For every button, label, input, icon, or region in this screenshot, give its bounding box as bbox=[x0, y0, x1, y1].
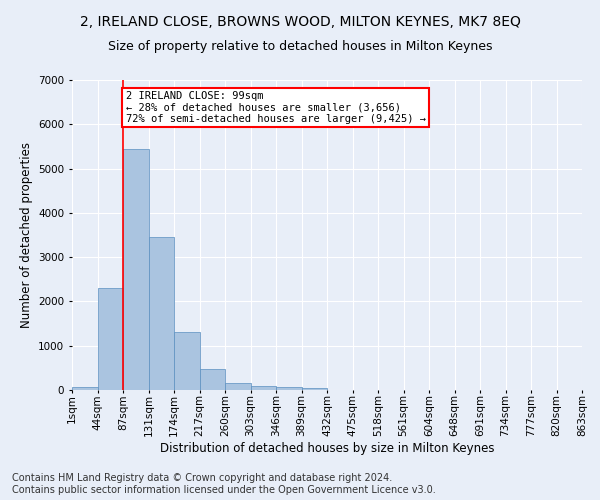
Bar bbox=[97, 288, 123, 390]
Bar bbox=[302, 388, 327, 390]
Text: Size of property relative to detached houses in Milton Keynes: Size of property relative to detached ho… bbox=[108, 40, 492, 53]
Bar bbox=[199, 369, 225, 390]
Bar bbox=[149, 237, 174, 390]
Text: Contains HM Land Registry data © Crown copyright and database right 2024.
Contai: Contains HM Land Registry data © Crown c… bbox=[12, 474, 436, 495]
Y-axis label: Number of detached properties: Number of detached properties bbox=[20, 142, 32, 328]
Bar bbox=[276, 387, 302, 390]
Bar bbox=[225, 383, 251, 390]
Bar bbox=[72, 386, 97, 390]
Text: 2 IRELAND CLOSE: 99sqm
← 28% of detached houses are smaller (3,656)
72% of semi-: 2 IRELAND CLOSE: 99sqm ← 28% of detached… bbox=[125, 91, 425, 124]
Bar bbox=[123, 148, 149, 390]
X-axis label: Distribution of detached houses by size in Milton Keynes: Distribution of detached houses by size … bbox=[160, 442, 494, 455]
Text: 2, IRELAND CLOSE, BROWNS WOOD, MILTON KEYNES, MK7 8EQ: 2, IRELAND CLOSE, BROWNS WOOD, MILTON KE… bbox=[80, 15, 520, 29]
Bar bbox=[174, 332, 199, 390]
Bar bbox=[251, 386, 276, 390]
